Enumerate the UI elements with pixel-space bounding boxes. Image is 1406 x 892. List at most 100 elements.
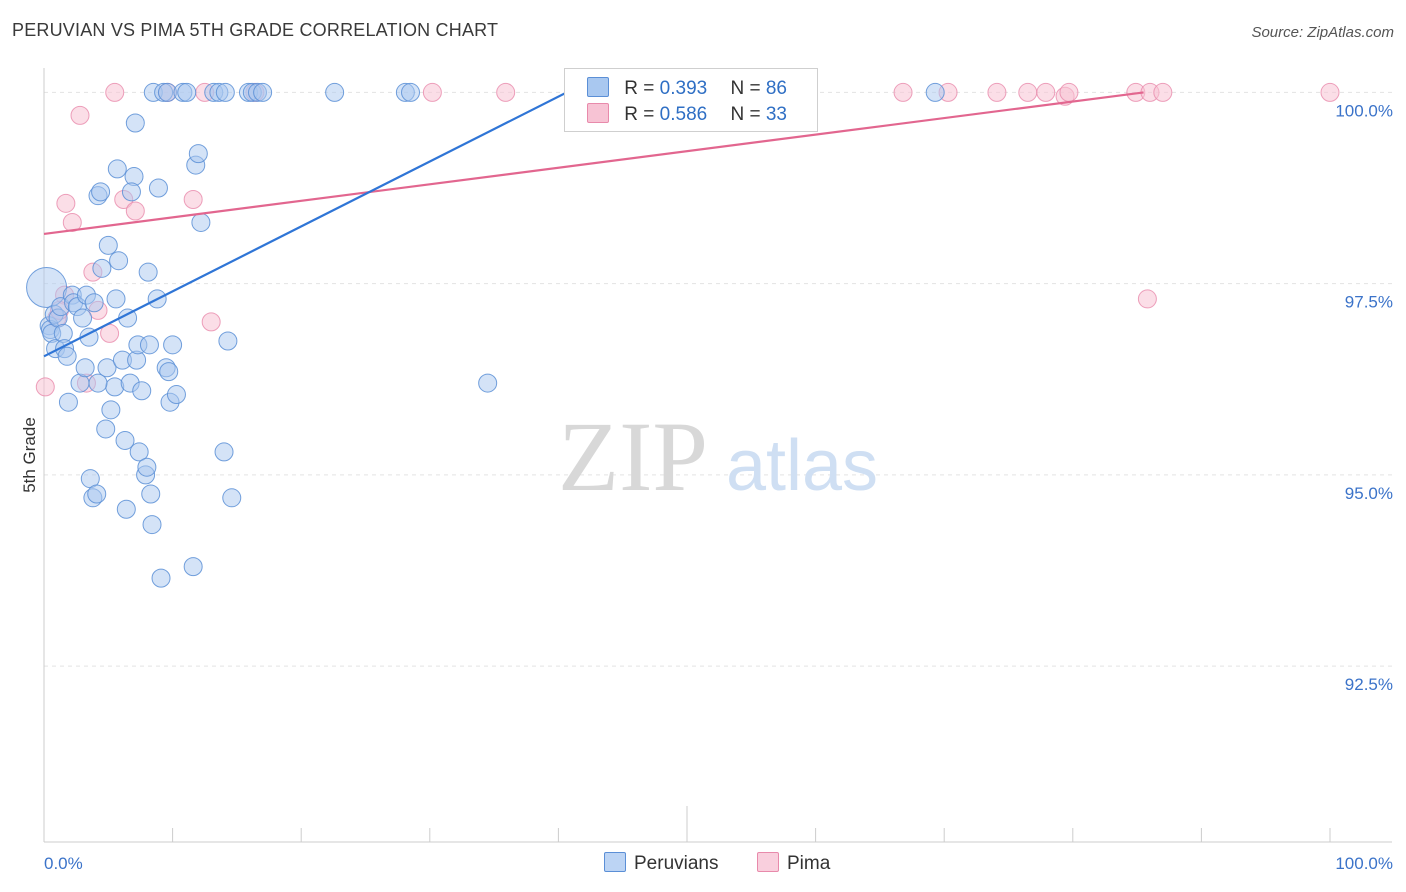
peruvian-point — [138, 262, 158, 282]
peruvian-point — [98, 235, 118, 255]
peruvian-point — [107, 159, 127, 179]
peruvian-point — [75, 358, 95, 378]
peruvian-point — [191, 212, 211, 232]
peruvian-point — [183, 557, 203, 577]
y-tick-label: 97.5% — [1345, 293, 1393, 312]
pima-point — [1059, 82, 1079, 102]
peruvian-point — [325, 82, 345, 102]
legend-row-pima: R = 0.586 N = 33 — [587, 103, 787, 126]
legend-label: Pima — [787, 853, 831, 874]
peruvian-point — [73, 308, 93, 328]
peruvian-point — [121, 182, 141, 202]
pima-point — [1036, 82, 1056, 102]
pima-point — [987, 82, 1007, 102]
chart-title: PERUVIAN VS PIMA 5TH GRADE CORRELATION C… — [12, 20, 499, 40]
peruvian-point — [166, 385, 186, 405]
peruvian-trend-line — [43, 76, 598, 358]
y-tick-label: 92.5% — [1345, 675, 1393, 694]
peruvian-point — [132, 381, 152, 401]
peruvian-point — [163, 335, 183, 355]
peruvian-point — [58, 392, 78, 412]
x-tick-labels: 0.0% 100.0% — [44, 854, 1393, 873]
peruvian-point — [101, 400, 121, 420]
legend-label: Peruvians — [634, 853, 719, 874]
source-label: Source: ZipAtlas.com — [1251, 24, 1394, 41]
pima-point — [105, 82, 125, 102]
r-value: 0.586 — [659, 104, 708, 125]
n-value: 86 — [765, 78, 787, 99]
peruvian-point — [106, 289, 126, 309]
peruvian-point — [151, 568, 171, 588]
peruvian-point — [159, 362, 179, 382]
peruvian-point — [137, 457, 157, 477]
peruvian-point — [115, 430, 135, 450]
watermark-zip: ZIP — [558, 401, 708, 512]
peruvian-point — [253, 82, 273, 102]
legend-row-peruvians: R = 0.393 N = 86 — [587, 77, 787, 100]
pima-point — [183, 190, 203, 210]
peruvian-swatch — [587, 77, 609, 97]
peruvian-point — [142, 515, 162, 535]
peruvian-swatch — [604, 852, 626, 872]
r-label: R = — [624, 104, 660, 125]
pima-point — [1137, 289, 1157, 309]
peruvian-point — [57, 346, 77, 366]
r-label: R = — [624, 78, 660, 99]
peruvian-point — [97, 358, 117, 378]
peruvian-point — [88, 373, 108, 393]
peruvian-point — [214, 442, 234, 462]
axes — [43, 68, 1392, 843]
peruvian-point — [116, 499, 136, 519]
peruvian-point — [84, 293, 104, 313]
pima-point — [56, 193, 76, 213]
peruvian-point — [87, 484, 107, 504]
watermark-atlas: atlas — [726, 426, 878, 506]
peruvian-point — [148, 178, 168, 198]
peruvian-point — [96, 419, 116, 439]
peruvian-point — [218, 331, 238, 351]
n-label: N = — [730, 78, 766, 99]
peruvian-point — [139, 335, 159, 355]
y-tick-labels: 100.0% 97.5% 95.0% 92.5% — [1335, 101, 1393, 694]
pima-swatch — [757, 852, 779, 872]
peruvian-point — [478, 373, 498, 393]
pima-point — [1320, 82, 1340, 102]
peruvian-point — [188, 144, 208, 164]
pima-point — [62, 212, 82, 232]
pima-trend-line — [43, 91, 1144, 236]
pima-point — [496, 82, 516, 102]
peruvian-point — [129, 442, 149, 462]
correlation-legend: R = 0.393 N = 86 R = 0.586 N = 33 — [564, 68, 818, 132]
trend-lines — [43, 76, 1144, 358]
pima-swatch — [587, 103, 609, 123]
peruvian-point — [925, 82, 945, 102]
pima-point — [1153, 82, 1173, 102]
peruvian-point — [92, 258, 112, 278]
n-label: N = — [730, 104, 766, 125]
pima-point — [125, 201, 145, 221]
bottom-legend-peruvians: Peruvians — [604, 852, 719, 875]
pima-point — [422, 82, 442, 102]
pima-point — [1018, 82, 1038, 102]
x-tick-label: 0.0% — [44, 854, 83, 873]
x-tick-label: 100.0% — [1335, 854, 1393, 873]
pima-point — [70, 105, 90, 125]
r-value: 0.393 — [659, 78, 708, 99]
peruvian-point — [215, 82, 235, 102]
peruvian-point — [26, 266, 68, 308]
pima-point — [893, 82, 913, 102]
peruvian-point — [141, 484, 161, 504]
pima-point — [201, 312, 221, 332]
peruvian-points — [26, 82, 945, 588]
peruvian-point — [125, 113, 145, 133]
y-tick-label: 100.0% — [1335, 101, 1393, 120]
peruvian-point — [177, 82, 197, 102]
watermark: ZIP atlas — [558, 401, 878, 512]
peruvian-point — [91, 182, 111, 202]
grid-lines — [44, 91, 1392, 667]
bottom-legend-pima: Pima — [757, 852, 830, 875]
peruvian-point — [401, 82, 421, 102]
peruvian-point — [109, 251, 129, 271]
n-value: 33 — [765, 104, 787, 125]
